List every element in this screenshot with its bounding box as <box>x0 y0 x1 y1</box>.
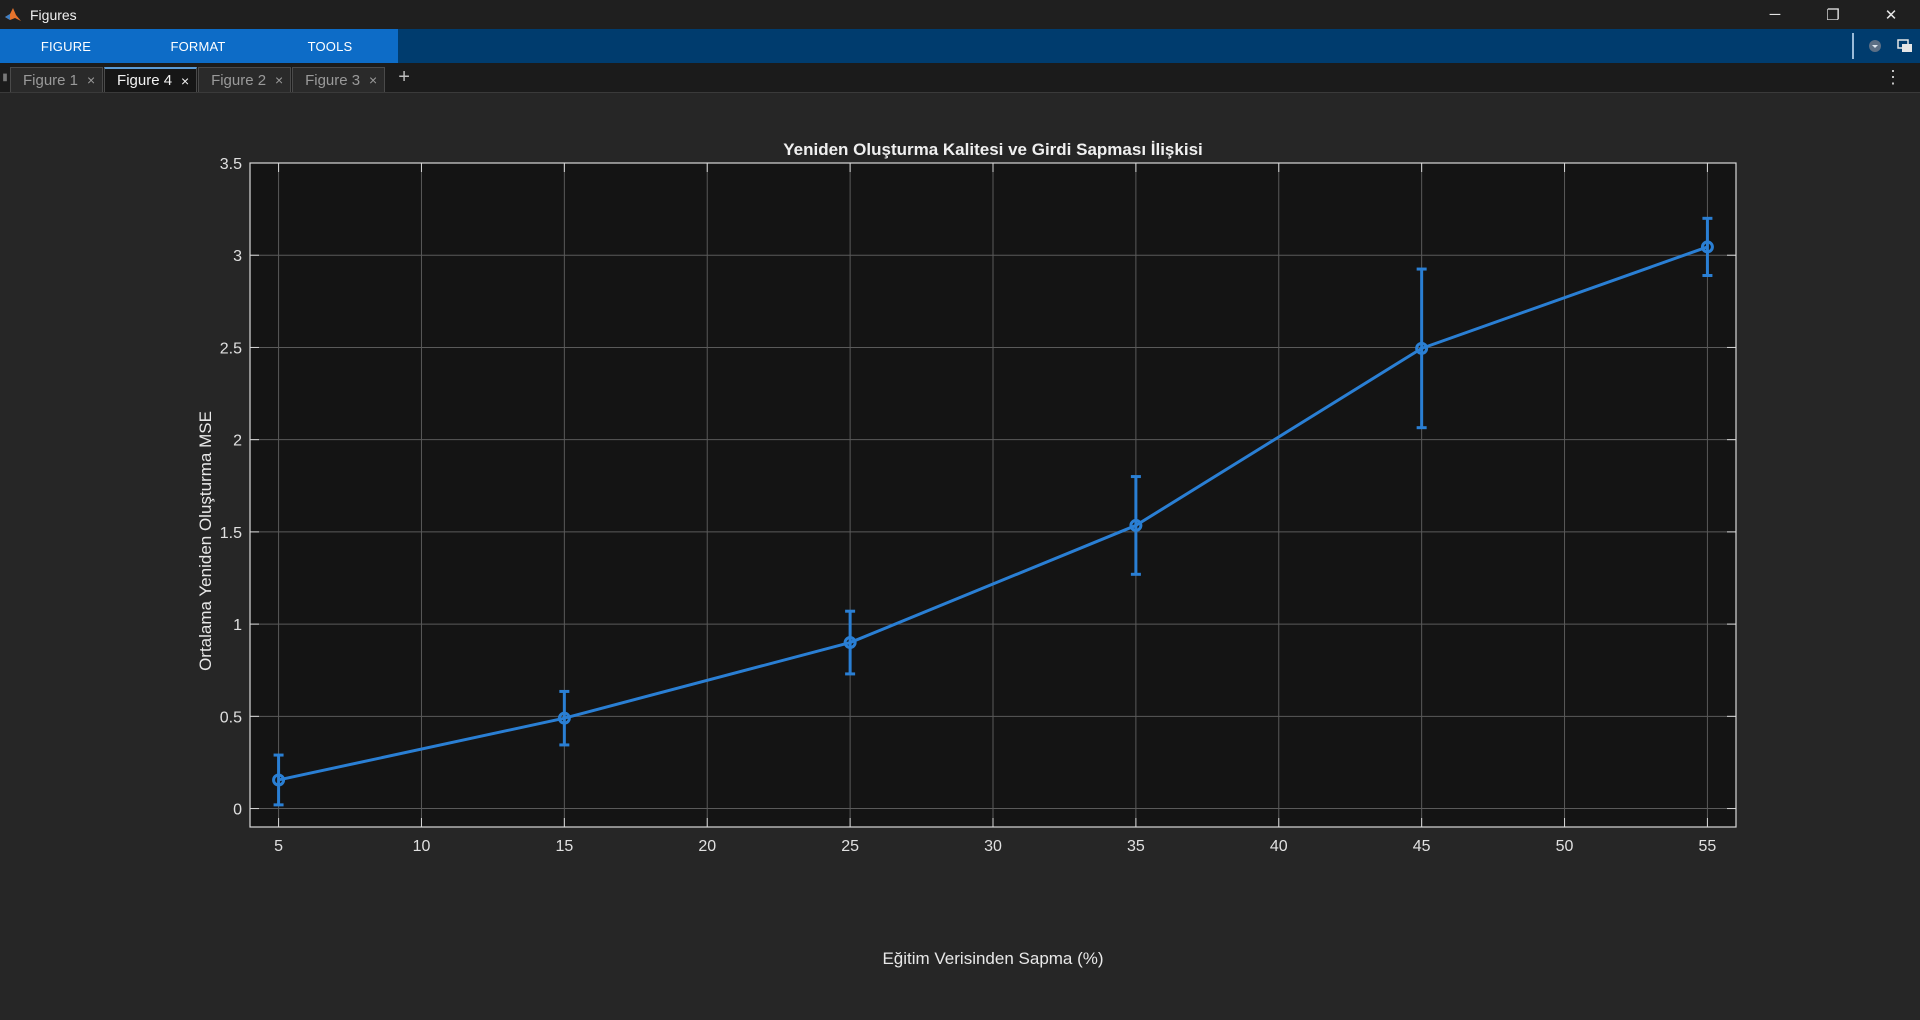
x-tick-label: 55 <box>1699 838 1717 855</box>
y-tick-label: 3.5 <box>220 156 242 173</box>
document-tab-bar: ▮ Figure 1 × Figure 4 × Figure 2 × Figur… <box>0 63 1920 93</box>
figure-plot[interactable]: 5 10 15 20 25 30 35 40 45 50 55 0 0.5 1 1.5 2 2.5 3 3.5 Y… <box>0 93 1920 1020</box>
close-tab-icon[interactable]: × <box>86 72 96 88</box>
matlab-logo-icon <box>4 5 24 25</box>
close-tab-icon[interactable]: × <box>369 72 378 88</box>
x-tick-labels: 5 10 15 20 25 30 35 40 45 50 55 <box>274 838 1716 855</box>
window-title: Figures <box>30 6 77 23</box>
y-axis-label: Ortalama Yeniden Oluşturma MSE <box>196 411 215 671</box>
chart-title: Yeniden Oluşturma Kalitesi ve Girdi Sapm… <box>783 140 1203 159</box>
tab-format[interactable]: FORMAT <box>170 38 226 54</box>
x-tick-label: 10 <box>413 838 431 855</box>
x-tick-label: 45 <box>1413 838 1431 855</box>
x-tick-label: 15 <box>555 838 573 855</box>
tab-label: Figure 4 <box>117 72 173 89</box>
x-tick-label: 35 <box>1127 838 1145 855</box>
close-button[interactable]: ✕ <box>1884 6 1898 24</box>
ribbon-tabs: FIGURE FORMAT TOOLS <box>0 29 398 63</box>
tick-marks <box>250 162 1736 827</box>
undock-icon[interactable] <box>1890 29 1920 63</box>
tab-figure[interactable]: FIGURE <box>40 38 92 54</box>
add-tab-button[interactable]: + <box>398 66 410 88</box>
y-tick-label: 2.5 <box>220 340 242 357</box>
data-point[interactable] <box>843 636 857 650</box>
data-point[interactable] <box>272 773 286 787</box>
data-point[interactable] <box>557 711 571 725</box>
tab-figure-3[interactable]: Figure 3 × <box>292 67 386 92</box>
y-tick-label: 1 <box>233 617 242 634</box>
y-tick-label: 0.5 <box>220 709 242 726</box>
restore-button[interactable]: ❐ <box>1826 6 1840 24</box>
window-titlebar: Figures ─ ❐ ✕ <box>0 0 1920 29</box>
tab-figure-4[interactable]: Figure 4 × <box>104 67 198 92</box>
data-point[interactable] <box>1700 240 1714 254</box>
tab-figure-1[interactable]: Figure 1 × <box>10 67 104 92</box>
close-tab-icon[interactable]: × <box>180 72 190 89</box>
tab-label: Figure 2 <box>211 71 267 89</box>
x-tick-label: 30 <box>984 838 1002 855</box>
x-tick-label: 20 <box>698 838 716 855</box>
collapse-ribbon-icon[interactable] <box>1860 29 1890 63</box>
data-point[interactable] <box>1415 341 1429 355</box>
x-tick-label: 25 <box>841 838 859 855</box>
ribbon-right-controls <box>1852 29 1920 63</box>
more-options-icon[interactable]: ⋮ <box>1884 67 1902 87</box>
series-layer <box>272 216 1714 807</box>
data-point[interactable] <box>1129 518 1143 532</box>
x-axis-label: Eğitim Verisinden Sapma (%) <box>882 949 1103 968</box>
tab-tools[interactable]: TOOLS <box>307 38 353 54</box>
close-tab-icon[interactable]: × <box>275 72 284 88</box>
y-tick-label: 0 <box>233 802 242 819</box>
tab-label: Figure 1 <box>23 71 79 89</box>
y-tick-label: 2 <box>233 433 242 450</box>
ribbon-separator <box>1852 33 1854 59</box>
minimize-button[interactable]: ─ <box>1769 6 1781 23</box>
tab-label: Figure 3 <box>305 71 361 89</box>
ribbon-toolbar: FIGURE FORMAT TOOLS <box>0 29 1920 63</box>
x-tick-label: 40 <box>1270 838 1288 855</box>
dock-grip-icon[interactable]: ▮ <box>2 72 8 83</box>
window-controls: ─ ❐ ✕ <box>1746 0 1920 29</box>
series-line[interactable] <box>278 245 1708 782</box>
figure-canvas: 5 10 15 20 25 30 35 40 45 50 55 0 0.5 1 1.5 2 2.5 3 3.5 Y… <box>0 93 1920 1020</box>
y-tick-label: 1.5 <box>220 525 242 542</box>
x-tick-label: 5 <box>274 838 283 855</box>
y-tick-labels: 0 0.5 1 1.5 2 2.5 3 3.5 <box>220 156 242 819</box>
y-tick-label: 3 <box>233 248 242 265</box>
tab-figure-2[interactable]: Figure 2 × <box>198 67 292 92</box>
x-tick-label: 50 <box>1556 838 1574 855</box>
